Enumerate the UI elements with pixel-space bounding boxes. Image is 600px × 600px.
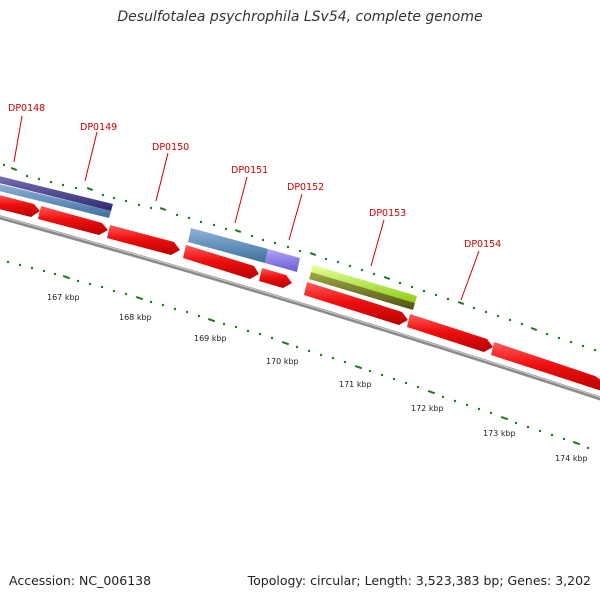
- tick-label-167: 167 kbp: [47, 293, 80, 302]
- cds-arrow-4: [183, 245, 259, 279]
- cds-arrow-2: [38, 206, 108, 235]
- callout-line-dp0150: [155, 152, 169, 202]
- cds-arrow-1: [0, 195, 40, 217]
- feature-blue-dp0151: [188, 228, 268, 263]
- tick-label-168: 168 kbp: [119, 313, 152, 322]
- callout-line-dp0153: [370, 219, 385, 267]
- callout-line-dp0151: [234, 176, 248, 224]
- gene-label-dp0149: DP0149: [80, 122, 117, 133]
- map-title: Desulfotalea psychrophila LSv54, complet…: [117, 9, 483, 25]
- callout-line-dp0149: [84, 131, 98, 182]
- callout-line-dp0148: [13, 115, 23, 163]
- genome-backbone: [0, 215, 600, 401]
- callout-line-dp0152: [288, 193, 303, 241]
- tick-label-171: 171 kbp: [339, 380, 372, 389]
- feature-blue-dp0148: [0, 184, 111, 218]
- feature-violet-dp0152: [265, 249, 300, 272]
- cds-arrow-7: [407, 314, 493, 352]
- callout-line-dp0154: [460, 250, 480, 301]
- gene-label-dp0152: DP0152: [287, 182, 324, 193]
- gene-label-dp0153: DP0153: [369, 208, 406, 219]
- feature-lime-dp0153: [311, 265, 417, 303]
- tick-label-170: 170 kbp: [266, 357, 299, 366]
- feature-olive-dp0153: [309, 272, 415, 310]
- tick-label-173: 173 kbp: [483, 429, 516, 438]
- tick-label-169: 169 kbp: [194, 334, 227, 343]
- feature-track-upper: [0, 176, 417, 310]
- gene-callouts: [13, 115, 480, 301]
- gene-label-dp0151: DP0151: [231, 165, 268, 176]
- upper-tick-row: [2, 163, 597, 352]
- feature-navy-dp0148: [0, 176, 113, 211]
- lower-tick-row: [6, 260, 590, 450]
- gene-label-dp0148: DP0148: [8, 103, 45, 114]
- gene-label-dp0150: DP0150: [152, 142, 189, 153]
- genome-backbone-highlight: [0, 215, 600, 398]
- cds-arrow-6: [304, 282, 408, 325]
- genome-summary-text: Topology: circular; Length: 3,523,383 bp…: [247, 573, 591, 588]
- cds-arrow-3: [107, 225, 180, 255]
- accession-text: Accession: NC_006138: [9, 573, 152, 588]
- cds-track-forward: [0, 195, 600, 391]
- gene-label-dp0154: DP0154: [464, 239, 501, 250]
- cds-arrow-8: [491, 342, 600, 391]
- tick-label-174: 174 kbp: [555, 454, 588, 463]
- tick-label-172: 172 kbp: [411, 404, 444, 413]
- cds-arrow-5: [259, 268, 292, 288]
